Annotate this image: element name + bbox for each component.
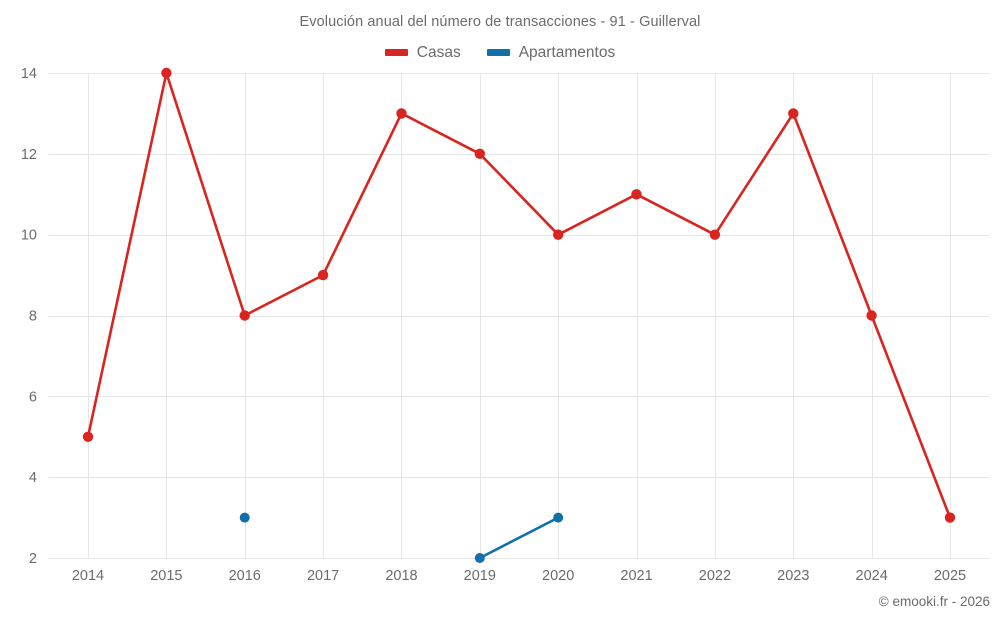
- y-tick-label: 4: [29, 470, 37, 486]
- y-tick-label: 8: [29, 309, 37, 325]
- series-layer: [82, 67, 956, 563]
- x-tick-label: 2021: [620, 568, 652, 584]
- x-axis-labels: 2014 2015 2016 2017 2018 2019 2020 2021 2022 2023…: [72, 568, 966, 584]
- series-casas: [82, 67, 956, 523]
- series-apartamentos: [239, 512, 564, 563]
- series-line: [478, 516, 560, 560]
- y-tick-label: 2: [29, 551, 37, 567]
- data-point[interactable]: [474, 553, 485, 563]
- data-point[interactable]: [239, 512, 250, 523]
- grid-layer: [49, 73, 990, 559]
- legend-swatch-apartamentos: [486, 49, 510, 57]
- x-tick-label: 2014: [72, 568, 104, 584]
- data-point[interactable]: [474, 148, 485, 159]
- data-point[interactable]: [553, 229, 564, 240]
- data-point[interactable]: [553, 512, 564, 523]
- legend-item-casas[interactable]: Casas: [384, 44, 461, 61]
- x-tick-label: 2016: [229, 568, 261, 584]
- x-tick-label: 2015: [150, 568, 182, 584]
- chart-title: Evolución anual del número de transaccio…: [299, 14, 701, 30]
- data-point[interactable]: [82, 431, 94, 442]
- data-point[interactable]: [317, 269, 329, 281]
- data-point[interactable]: [866, 310, 877, 321]
- copyright-notice: © emooki.fr - 2026: [878, 594, 990, 609]
- x-tick-label: 2025: [934, 568, 966, 584]
- y-tick-label: 10: [21, 228, 37, 244]
- x-tick-label: 2017: [307, 568, 339, 584]
- legend-item-apartamentos[interactable]: Apartamentos: [486, 44, 616, 61]
- legend-swatch-casas: [384, 49, 408, 57]
- x-tick-label: 2023: [777, 568, 809, 584]
- y-tick-label: 14: [21, 66, 37, 82]
- legend-label-apartamentos: Apartamentos: [518, 44, 616, 61]
- x-tick-label: 2018: [385, 568, 417, 584]
- data-point[interactable]: [944, 512, 956, 523]
- y-tick-label: 6: [29, 389, 37, 405]
- y-axis-labels: 2 4 6 8 10 12 14: [21, 66, 37, 567]
- data-point[interactable]: [709, 229, 721, 240]
- chart-legend: Casas Apartamentos: [0, 45, 1000, 61]
- data-point[interactable]: [161, 67, 172, 79]
- x-tick-label: 2022: [699, 568, 731, 584]
- x-tick-label: 2020: [542, 568, 574, 584]
- legend-label-casas: Casas: [416, 44, 461, 61]
- y-tick-label: 12: [21, 147, 37, 163]
- data-point[interactable]: [239, 310, 250, 321]
- x-tick-label: 2019: [464, 568, 496, 584]
- data-point[interactable]: [396, 108, 407, 119]
- data-point[interactable]: [788, 108, 799, 119]
- series-line: [86, 71, 952, 519]
- x-tick-label: 2024: [856, 568, 888, 584]
- data-point[interactable]: [631, 189, 642, 200]
